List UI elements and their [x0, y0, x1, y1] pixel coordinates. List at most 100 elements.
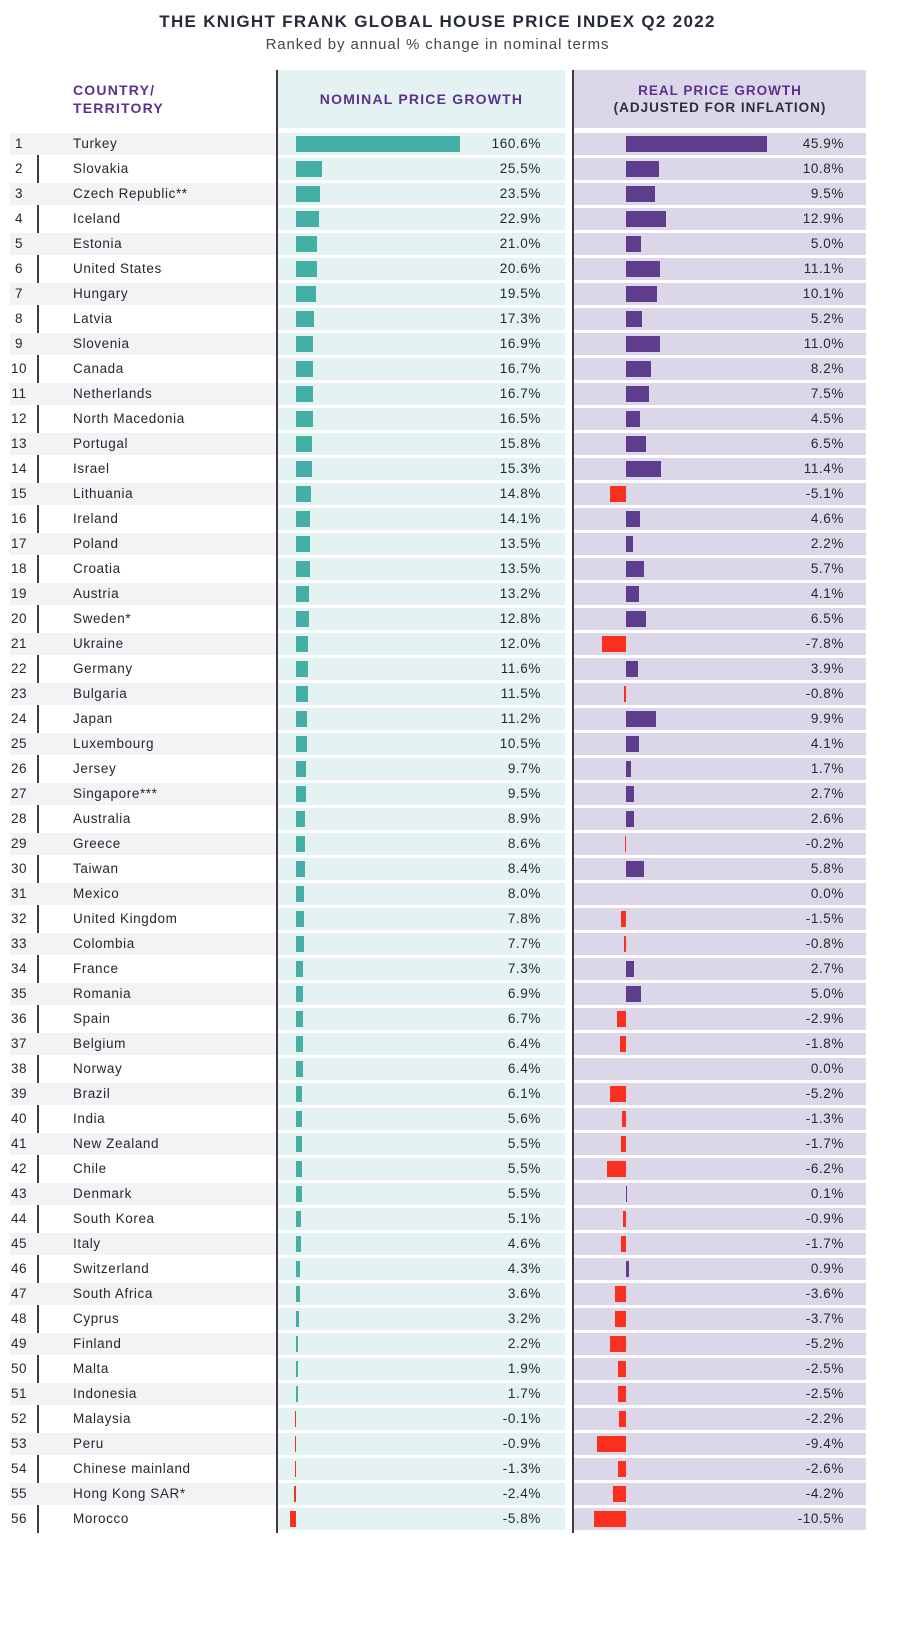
real-value: 6.5% — [810, 436, 844, 451]
nominal-bar — [296, 236, 317, 252]
nominal-bar — [296, 886, 304, 902]
nominal-bar — [296, 136, 460, 152]
real-value: 11.4% — [803, 461, 844, 476]
nominal-bar — [296, 1161, 302, 1177]
real-value: 12.9% — [802, 211, 844, 226]
real-bar — [619, 1411, 626, 1427]
real-cell: 0.0% — [574, 883, 866, 905]
rank-label: 37 — [10, 1036, 28, 1051]
nominal-bar — [296, 1386, 298, 1402]
nominal-bar — [296, 586, 309, 602]
nominal-bar — [296, 1036, 303, 1052]
nominal-value: 6.1% — [507, 1086, 541, 1101]
real-cell: 12.9% — [574, 208, 866, 230]
country-label: Brazil — [73, 1086, 111, 1101]
rank-label: 19 — [10, 586, 28, 601]
table-row: 24 Japan 11.2% 9.9% — [0, 708, 907, 733]
nominal-bar — [296, 836, 305, 852]
rank-label: 28 — [10, 811, 28, 826]
real-cell: -7.8% — [574, 633, 866, 655]
rank-label: 21 — [10, 636, 28, 651]
real-bar — [626, 261, 660, 277]
real-bar — [626, 1261, 629, 1277]
nominal-cell: 20.6% — [278, 258, 565, 280]
table-row: 48 Cyprus 3.2% -3.7% — [0, 1308, 907, 1333]
real-value: -5.1% — [805, 486, 844, 501]
real-cell: -2.9% — [574, 1008, 866, 1030]
rank-label: 34 — [10, 961, 28, 976]
table-row: 14 Israel 15.3% 11.4% — [0, 458, 907, 483]
rank-label: 48 — [10, 1311, 28, 1326]
real-cell: -2.5% — [574, 1358, 866, 1380]
nominal-bar — [296, 736, 307, 752]
table-row: 54 Chinese mainland -1.3% -2.6% — [0, 1458, 907, 1483]
nominal-value: 1.9% — [507, 1361, 541, 1376]
nominal-bar — [294, 1486, 296, 1502]
country-label: Malaysia — [73, 1411, 132, 1426]
nominal-value: 12.0% — [499, 636, 541, 651]
row-stripe — [10, 783, 276, 805]
nominal-cell: 14.1% — [278, 508, 565, 530]
nominal-bar — [296, 1111, 302, 1127]
country-label: Hungary — [73, 286, 129, 301]
table-row: 34 France 7.3% 2.7% — [0, 958, 907, 983]
nominal-cell: 5.5% — [278, 1158, 565, 1180]
real-bar — [626, 611, 646, 627]
nominal-cell: 4.6% — [278, 1233, 565, 1255]
real-value: 3.9% — [810, 661, 844, 676]
country-label: Slovakia — [73, 161, 129, 176]
nominal-cell: 1.9% — [278, 1358, 565, 1380]
country-label: Czech Republic** — [73, 186, 188, 201]
table-row: 31 Mexico 8.0% 0.0% — [0, 883, 907, 908]
rank-label: 17 — [10, 536, 28, 551]
rank-label: 18 — [10, 561, 28, 576]
real-bar — [626, 586, 639, 602]
row-stripe — [10, 1183, 276, 1205]
nominal-value: 7.8% — [507, 911, 541, 926]
nominal-bar — [296, 1311, 299, 1327]
table-row: 8 Latvia 17.3% 5.2% — [0, 308, 907, 333]
nominal-bar — [296, 1211, 301, 1227]
real-cell: 2.7% — [574, 958, 866, 980]
country-header-line1: COUNTRY/ — [73, 82, 156, 98]
rank-label: 6 — [14, 261, 23, 276]
rows: 1 Turkey 160.6% 45.9% 2 Slovakia 25.5% 10.8% 3 Cz… — [0, 133, 907, 1533]
real-value: -0.8% — [805, 686, 844, 701]
country-label: Ireland — [73, 511, 119, 526]
nominal-bar — [296, 711, 307, 727]
real-cell: 10.1% — [574, 283, 866, 305]
real-value: -0.2% — [805, 836, 844, 851]
nominal-bar — [296, 411, 313, 427]
nominal-bar — [296, 186, 320, 202]
real-bar — [626, 561, 644, 577]
table-row: 56 Morocco -5.8% -10.5% — [0, 1508, 907, 1533]
row-stripe — [10, 883, 276, 905]
real-value: -1.7% — [805, 1236, 844, 1251]
nominal-value: 9.5% — [507, 786, 541, 801]
real-cell: 4.6% — [574, 508, 866, 530]
nominal-value: 14.8% — [499, 486, 541, 501]
nominal-bar — [296, 1286, 300, 1302]
real-cell: 5.0% — [574, 233, 866, 255]
real-cell: -3.6% — [574, 1283, 866, 1305]
nominal-bar — [296, 436, 312, 452]
real-cell: 2.7% — [574, 783, 866, 805]
real-cell: 1.7% — [574, 758, 866, 780]
country-label: Chile — [73, 1161, 107, 1176]
nominal-bar — [296, 1236, 301, 1252]
nominal-value: -1.3% — [502, 1461, 541, 1476]
real-cell: 5.8% — [574, 858, 866, 880]
real-cell: 6.5% — [574, 608, 866, 630]
real-bar — [613, 1486, 626, 1502]
country-label: Belgium — [73, 1036, 126, 1051]
real-header-line1: REAL PRICE GROWTH — [638, 83, 802, 98]
country-label: Morocco — [73, 1511, 129, 1526]
nominal-bar — [296, 1011, 303, 1027]
real-bar — [626, 211, 666, 227]
real-cell: -4.2% — [574, 1483, 866, 1505]
row-stripe — [10, 483, 276, 505]
table-row: 11 Netherlands 16.7% 7.5% — [0, 383, 907, 408]
nominal-value: 4.6% — [507, 1236, 541, 1251]
nominal-cell: -0.1% — [278, 1408, 565, 1430]
rank-label: 9 — [14, 336, 23, 351]
